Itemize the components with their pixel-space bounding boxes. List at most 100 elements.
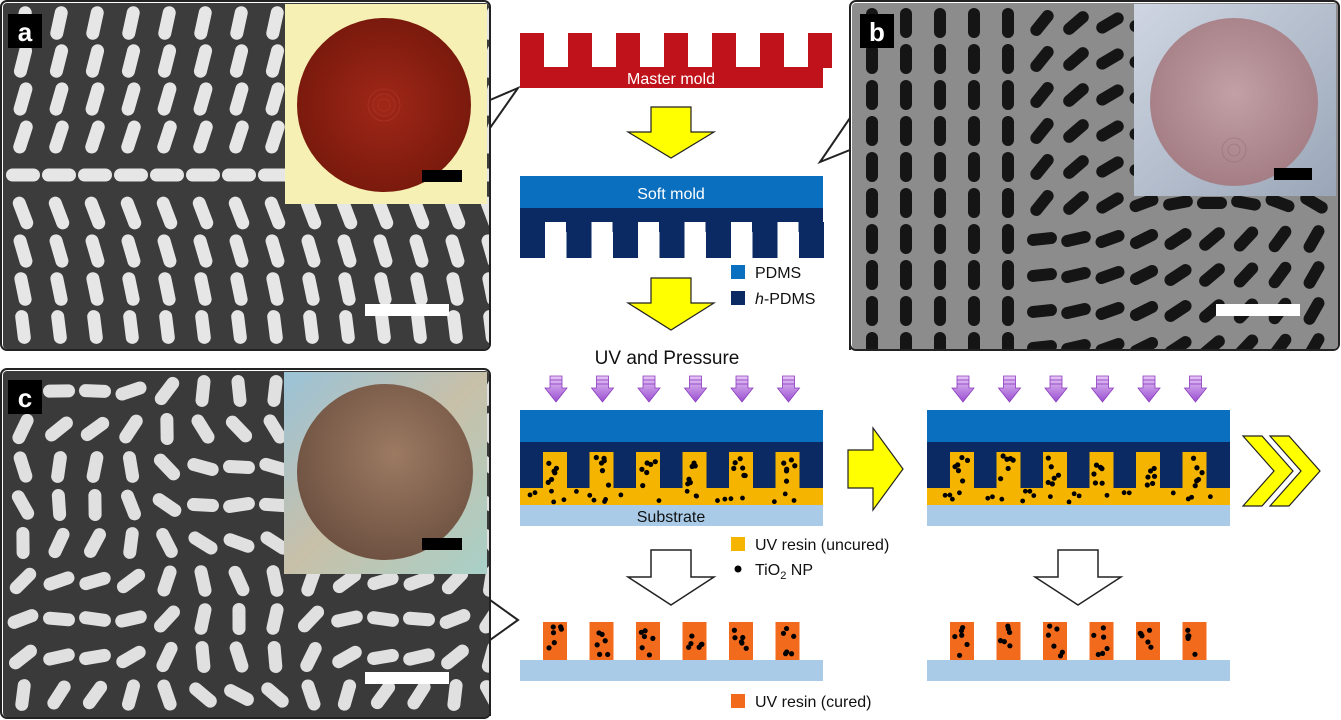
final2-np-3-4 — [1100, 634, 1107, 640]
semA-pillar-109 — [410, 272, 428, 306]
resin1-np-2-1 — [652, 459, 658, 465]
resin2-np-1-1 — [1000, 453, 1006, 459]
semA-pillar-18 — [157, 44, 177, 78]
semC-pillar-95 — [403, 611, 435, 627]
semA-pillar-57 — [42, 168, 76, 182]
final1-np-1-2 — [602, 638, 608, 644]
semA-pillar-85 — [49, 234, 69, 268]
stage2-hpdms — [927, 442, 1230, 488]
resin1-np-0-5 — [548, 476, 555, 483]
resin2-layer-np-5 — [1126, 490, 1132, 496]
semB-pillar-63 — [1096, 156, 1124, 178]
master-pillar-1 — [568, 33, 592, 68]
final1-pillar-3 — [682, 622, 707, 660]
semC-pillar-19 — [191, 414, 215, 444]
legend-tio2: TiO2 NP — [734, 562, 813, 582]
semC-pillar-105 — [267, 641, 283, 673]
resin2-np-4-3 — [1151, 465, 1157, 472]
semA-pillar-34 — [229, 82, 249, 116]
semA-pillar-108 — [374, 272, 392, 306]
resin2-np-5-0 — [1192, 483, 1198, 489]
resin1-np-1-4 — [593, 454, 599, 461]
semC-pillar-58 — [84, 528, 106, 558]
semC-pillar-119 — [261, 682, 289, 708]
resin2-np-5-5 — [1195, 476, 1202, 483]
semC-pillar-63 — [260, 531, 290, 555]
resin2-layer-np-17 — [957, 490, 962, 496]
semB-pillar-96 — [1268, 225, 1292, 253]
semA-pillar-14 — [13, 44, 33, 78]
soft-gap-5 — [777, 222, 799, 258]
panel-b-letter-bg — [860, 14, 894, 48]
semC-pillar-15 — [45, 416, 73, 442]
final1-substrate — [520, 660, 823, 681]
legend-uv-cured: UV resin (cured) — [731, 694, 871, 711]
semA-pillar-49 — [265, 120, 285, 154]
semB-pillar-20 — [1063, 47, 1089, 71]
resin1-np-3-5 — [691, 460, 697, 466]
semC-pillar-99 — [43, 648, 75, 666]
semB-pillar-95 — [1233, 226, 1259, 252]
resin2-layer-np-14 — [1170, 490, 1176, 496]
semC-pillar-44 — [88, 489, 102, 521]
semC-pillar-101 — [116, 645, 146, 669]
resin1-layer-np-18 — [715, 498, 720, 503]
panel-a-wafer — [297, 18, 471, 192]
semB-pillar-70 — [866, 188, 878, 218]
final2-np-0-4 — [958, 628, 965, 634]
resin2-np-4-1 — [1151, 473, 1158, 479]
semC-pillar-33 — [187, 457, 219, 477]
final1-np-0-4 — [546, 645, 552, 651]
semB-pillar-44 — [934, 116, 946, 146]
semB-pillar-111 — [1303, 261, 1325, 289]
semB-pillar-32 — [1002, 80, 1014, 110]
semB-pillar-19 — [1030, 46, 1054, 72]
semA-pillar-59 — [114, 168, 148, 182]
semC-pillar-43 — [51, 489, 67, 521]
semB-pillar-129 — [968, 332, 980, 349]
panel-a-scale-bar — [365, 304, 449, 316]
final1-np-2-0 — [650, 635, 656, 641]
semC-pillar-94 — [367, 611, 399, 627]
semA-pillar-4 — [158, 6, 176, 40]
resin2-layer-np-8 — [1207, 494, 1213, 500]
semA-pillar-114 — [87, 310, 103, 344]
uvArrows2-arrow-0 — [951, 375, 975, 403]
semB-pillar-113 — [900, 296, 912, 326]
resin2-np-4-2 — [1144, 482, 1150, 488]
final2-np-3-1 — [1100, 650, 1106, 657]
final2-np-0-1 — [956, 652, 963, 658]
semA-pillar-15 — [49, 44, 69, 78]
stage1-resin-layer — [520, 488, 823, 505]
semC-pillar-1 — [43, 384, 75, 398]
semA-pillar-91 — [265, 234, 285, 268]
resin1-np-4-2 — [732, 460, 738, 466]
soft-mold-pdms-layer — [520, 176, 823, 208]
soft-tooth-2 — [613, 222, 638, 258]
semB-pillar-104 — [1061, 267, 1091, 283]
semA-pillar-63 — [258, 168, 292, 182]
final1-np-0-2 — [550, 630, 557, 636]
semA-pillar-2 — [86, 6, 104, 40]
semB-pillar-101 — [968, 260, 980, 290]
semB-pillar-43 — [900, 116, 912, 146]
yellow-arrow-down-1 — [625, 106, 717, 159]
resin2-layer-np-10 — [985, 495, 991, 501]
resin1-layer-np-16 — [532, 490, 538, 496]
panel-c-inset-scale-bar — [422, 538, 462, 550]
uvArrows1-arrow-0 — [544, 375, 568, 403]
resin2-layer-np-9 — [942, 492, 948, 498]
master-pillar-0 — [520, 33, 544, 68]
chevron-1 — [1241, 435, 1294, 507]
soft-gap-1 — [591, 222, 613, 258]
semA-pillar-122 — [375, 310, 391, 344]
master-mold-base — [520, 67, 823, 88]
resin2-np-0-1 — [964, 457, 971, 463]
resin1-layer-np-6 — [587, 492, 593, 498]
semC-pillar-86 — [79, 611, 111, 627]
semC-pillar-48 — [223, 497, 255, 513]
semB-pillar-83 — [1300, 192, 1328, 214]
semC-pillar-61 — [188, 531, 218, 555]
semB-pillar-61 — [1030, 154, 1054, 180]
resin2-np-1-3 — [1004, 456, 1010, 462]
